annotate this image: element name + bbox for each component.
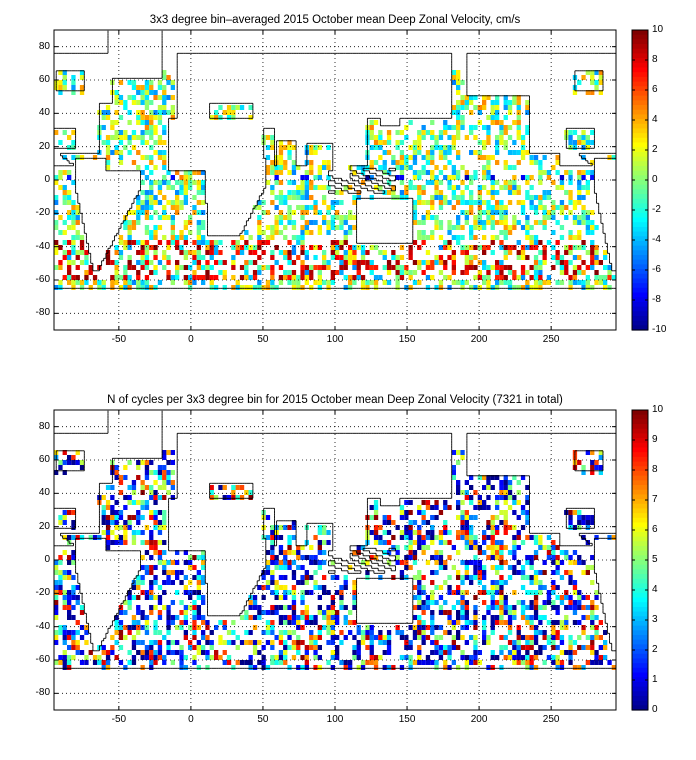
tick-label: 100	[326, 334, 344, 345]
tick-label: -6	[652, 264, 661, 275]
tick-label: 1	[652, 674, 658, 685]
tick-label: 40	[38, 487, 50, 499]
bottom-grid	[54, 410, 616, 710]
tick-label: -80	[35, 307, 50, 319]
tick-label: -40	[35, 240, 50, 252]
bottom-land-outline	[54, 410, 616, 669]
tick-label: 50	[257, 714, 269, 725]
top-land-outline	[54, 30, 616, 289]
tick-label: 0	[188, 334, 194, 345]
tick-label: 250	[542, 334, 560, 345]
tick-label: 2	[652, 144, 658, 155]
tick-label: -40	[35, 620, 50, 632]
top-map-panel	[53, 29, 649, 331]
tick-label: 60	[38, 74, 50, 85]
tick-label: 20	[38, 140, 50, 152]
tick-label: 250	[542, 714, 560, 725]
tick-label: 80	[38, 420, 50, 432]
tick-label: 200	[470, 334, 488, 345]
bottom-panel-title: N of cycles per 3x3 degree bin for 2015 …	[107, 394, 563, 406]
bottom-axes-frame	[53, 409, 617, 711]
tick-label: 0	[44, 174, 50, 185]
tick-label: -50	[111, 334, 127, 345]
tick-label: 0	[44, 554, 50, 565]
tick-label: 100	[326, 714, 344, 725]
tick-label: -4	[652, 234, 661, 245]
tick-label: 200	[470, 714, 488, 725]
tick-label: 6	[652, 524, 658, 535]
top-data-bins	[54, 70, 616, 290]
tick-label: 150	[398, 334, 416, 345]
tick-label: 10	[652, 404, 664, 415]
tick-label: 20	[38, 520, 50, 532]
tick-label: -10	[652, 324, 667, 335]
tick-label: -20	[35, 207, 50, 219]
tick-label: 3	[652, 614, 658, 625]
tick-label: 8	[652, 464, 658, 475]
bottom-colorbar	[631, 409, 649, 711]
tick-label: 0	[652, 704, 658, 715]
top-panel-title: 3x3 degree bin–averaged 2015 October mea…	[149, 14, 521, 26]
tick-label: 7	[652, 494, 658, 505]
tick-label: 150	[398, 714, 416, 725]
tick-label: 5	[652, 554, 658, 565]
tick-label: 6	[652, 84, 658, 95]
tick-label: 10	[652, 24, 664, 35]
top-colorbar	[631, 29, 649, 331]
bottom-map-panel	[53, 409, 649, 711]
tick-label: -80	[35, 687, 50, 699]
tick-label: 40	[38, 107, 50, 119]
tick-label: -8	[652, 294, 661, 305]
tick-label: -20	[35, 587, 50, 599]
tick-label: 2	[652, 644, 658, 655]
top-axes-frame	[53, 29, 617, 331]
tick-label: 0	[652, 174, 658, 185]
tick-label: 9	[652, 434, 658, 445]
tick-label: 8	[652, 54, 658, 65]
tick-label: 80	[38, 40, 50, 52]
tick-label: -2	[652, 204, 661, 215]
tick-label: 60	[38, 454, 50, 465]
tick-label: 0	[188, 714, 194, 725]
tick-label: 4	[652, 114, 658, 125]
tick-label: -50	[111, 714, 127, 725]
bottom-data-bins	[54, 450, 616, 670]
tick-label: 50	[257, 334, 269, 345]
top-grid	[54, 30, 616, 330]
tick-label: -60	[35, 274, 50, 285]
tick-label: 4	[652, 584, 658, 595]
tick-label: -60	[35, 654, 50, 665]
